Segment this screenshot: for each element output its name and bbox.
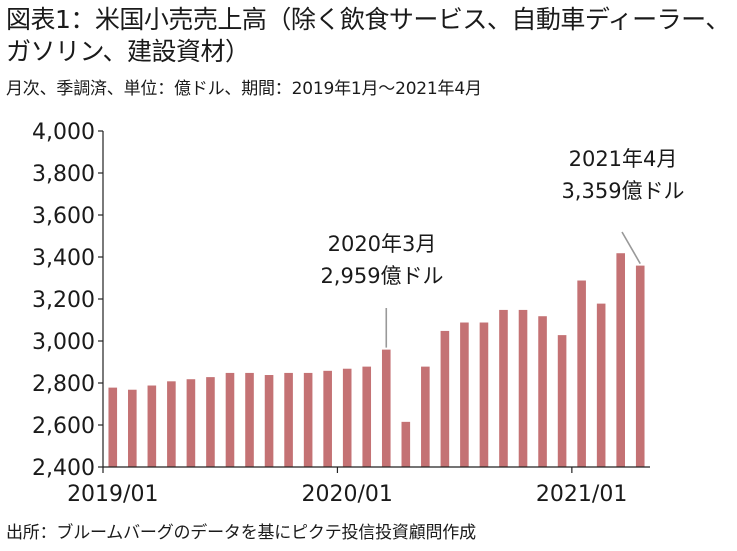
bar-2020/09 bbox=[499, 309, 508, 467]
bar-2019/12 bbox=[323, 370, 332, 467]
bar-2020/01 bbox=[342, 368, 352, 467]
bar-2019/05 bbox=[186, 379, 196, 467]
chart-subtitle: 月次、季調済、単位：億ドル、期間：2019年1月～2021年4月 bbox=[6, 79, 482, 99]
x-tick-label: 2021/01 bbox=[536, 482, 627, 507]
bar-2019/08 bbox=[245, 372, 254, 467]
annotations-group: 2020年3月 2,959億ドル 2021年4月 3,359億ドル bbox=[320, 147, 685, 348]
x-tick-label: 2019/01 bbox=[67, 482, 158, 507]
bar-2020/12 bbox=[557, 335, 567, 467]
bar-2021/02 bbox=[596, 303, 606, 467]
axes-group: 2,400 2,600 2,800 3,000 3,200 3,400 3,600 3,800… bbox=[32, 120, 650, 507]
annotation-2021-04-value: 3,359億ドル bbox=[561, 179, 684, 203]
annotation-2021-04-date: 2021年4月 bbox=[569, 147, 678, 171]
bar-2020/10 bbox=[518, 309, 528, 467]
bar-2020/03 bbox=[381, 349, 391, 467]
bar-2019/07 bbox=[225, 372, 235, 467]
bar-2019/01 bbox=[108, 387, 118, 467]
y-tick-label: 3,400 bbox=[32, 246, 95, 271]
bar-2020/08 bbox=[479, 322, 489, 467]
chart-title: 図表1：米国小売売上高（除く飲食サービス、自動車ディーラー、ガソリン、建設資材） bbox=[6, 5, 730, 66]
bar-2019/10 bbox=[284, 372, 293, 467]
y-tick-label: 3,200 bbox=[32, 288, 95, 313]
y-tick-label: 2,400 bbox=[32, 456, 95, 481]
bar-2019/09 bbox=[264, 375, 274, 467]
y-tick-label: 3,800 bbox=[32, 162, 95, 187]
bar-2020/04 bbox=[401, 421, 411, 467]
callout-line-2021-04 bbox=[621, 231, 641, 265]
annotation-2020-03-value: 2,959億ドル bbox=[320, 264, 443, 288]
y-tick-label: 3,000 bbox=[32, 330, 95, 355]
bar-2020/02 bbox=[362, 366, 372, 467]
x-tick-label: 2020/01 bbox=[301, 482, 392, 507]
y-tick-label: 2,600 bbox=[32, 414, 95, 439]
bar-2020/07 bbox=[460, 322, 469, 467]
bar-2019/11 bbox=[303, 372, 313, 467]
bar-2019/06 bbox=[206, 377, 215, 467]
y-tick-label: 2,800 bbox=[32, 372, 95, 397]
bar-2019/02 bbox=[128, 389, 137, 467]
bar-2021/01 bbox=[577, 280, 586, 467]
annotation-2020-03-date: 2020年3月 bbox=[328, 232, 437, 256]
bar-2020/06 bbox=[440, 330, 450, 467]
bar-2021/03 bbox=[616, 253, 625, 467]
bar-2019/03 bbox=[147, 385, 157, 467]
bar-2019/04 bbox=[167, 381, 176, 467]
y-tick-label: 4,000 bbox=[32, 120, 95, 145]
y-tick-label: 3,600 bbox=[32, 204, 95, 229]
bar-2020/05 bbox=[421, 366, 430, 467]
bar-2021/04 bbox=[635, 265, 645, 467]
source-note: 出所：ブルームバーグのデータを基にピクテ投信投資顧問作成 bbox=[6, 523, 476, 543]
bars-group bbox=[108, 253, 645, 467]
bar-2020/11 bbox=[538, 316, 547, 467]
